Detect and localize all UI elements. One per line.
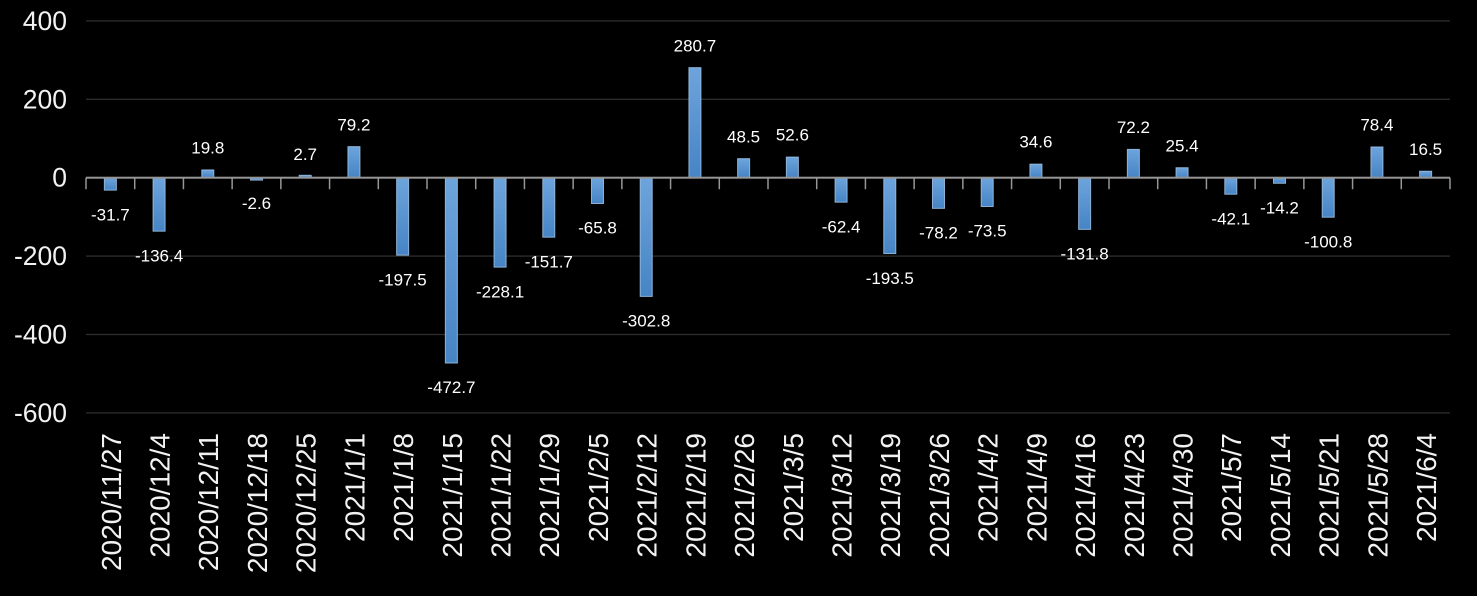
svg-text:200: 200 [23, 84, 67, 114]
svg-text:16.5: 16.5 [1409, 140, 1442, 159]
svg-text:2021/3/19: 2021/3/19 [875, 433, 906, 558]
svg-text:25.4: 25.4 [1166, 136, 1199, 155]
svg-text:-78.2: -78.2 [919, 224, 958, 243]
svg-text:2021/5/7: 2021/5/7 [1216, 433, 1247, 542]
svg-text:400: 400 [23, 6, 67, 36]
svg-text:-14.2: -14.2 [1260, 199, 1299, 218]
svg-text:2021/5/14: 2021/5/14 [1265, 433, 1296, 558]
svg-text:0: 0 [52, 163, 67, 193]
svg-text:2021/5/28: 2021/5/28 [1362, 433, 1393, 558]
svg-text:2021/3/5: 2021/3/5 [778, 433, 809, 542]
svg-text:-31.7: -31.7 [91, 205, 130, 224]
svg-text:-62.4: -62.4 [822, 217, 861, 236]
svg-text:-65.8: -65.8 [578, 219, 617, 238]
svg-text:-42.1: -42.1 [1211, 209, 1250, 228]
svg-text:2020/12/4: 2020/12/4 [145, 433, 176, 558]
svg-text:2021/1/15: 2021/1/15 [437, 433, 468, 558]
svg-text:-193.5: -193.5 [866, 269, 914, 288]
svg-text:48.5: 48.5 [727, 127, 760, 146]
svg-text:2020/12/18: 2020/12/18 [242, 433, 273, 573]
svg-text:-400: -400 [14, 320, 67, 350]
svg-text:2021/3/12: 2021/3/12 [827, 433, 858, 558]
svg-text:2021/1/29: 2021/1/29 [534, 433, 565, 558]
svg-text:-200: -200 [14, 241, 67, 271]
svg-text:-472.7: -472.7 [427, 378, 475, 397]
svg-text:-600: -600 [14, 398, 67, 428]
svg-text:-100.8: -100.8 [1304, 232, 1352, 251]
svg-text:72.2: 72.2 [1117, 118, 1150, 137]
svg-text:78.4: 78.4 [1360, 116, 1393, 135]
svg-text:2021/3/26: 2021/3/26 [924, 433, 955, 558]
svg-text:2021/4/16: 2021/4/16 [1070, 433, 1101, 558]
svg-text:2021/2/12: 2021/2/12 [632, 433, 663, 558]
svg-text:2021/4/23: 2021/4/23 [1119, 433, 1150, 558]
svg-text:-197.5: -197.5 [378, 270, 426, 289]
svg-text:2021/1/1: 2021/1/1 [339, 433, 370, 542]
svg-text:2021/4/30: 2021/4/30 [1168, 433, 1199, 558]
svg-text:19.8: 19.8 [191, 139, 224, 158]
svg-text:34.6: 34.6 [1019, 133, 1052, 152]
svg-text:-151.7: -151.7 [525, 252, 573, 271]
svg-text:2020/12/25: 2020/12/25 [291, 433, 322, 573]
svg-text:2020/11/27: 2020/11/27 [96, 433, 127, 571]
svg-text:280.7: 280.7 [674, 36, 717, 55]
svg-text:-2.6: -2.6 [242, 194, 271, 213]
svg-text:2.7: 2.7 [293, 145, 317, 164]
svg-text:2021/2/19: 2021/2/19 [680, 433, 711, 558]
svg-text:2021/4/9: 2021/4/9 [1021, 433, 1052, 542]
svg-text:2021/1/8: 2021/1/8 [388, 433, 419, 542]
svg-text:79.2: 79.2 [337, 115, 370, 134]
svg-text:52.6: 52.6 [776, 126, 809, 145]
svg-text:-228.1: -228.1 [476, 282, 524, 301]
svg-text:2020/12/11: 2020/12/11 [193, 433, 224, 571]
svg-text:2021/4/2: 2021/4/2 [973, 433, 1004, 542]
svg-text:2021/1/22: 2021/1/22 [486, 433, 517, 558]
svg-text:2021/2/5: 2021/2/5 [583, 433, 614, 542]
svg-text:2021/6/4: 2021/6/4 [1411, 433, 1442, 542]
svg-text:2021/5/21: 2021/5/21 [1314, 433, 1345, 558]
svg-text:-131.8: -131.8 [1060, 245, 1108, 264]
svg-text:-73.5: -73.5 [968, 222, 1007, 241]
svg-text:2021/2/26: 2021/2/26 [729, 433, 760, 558]
svg-text:-136.4: -136.4 [135, 246, 183, 265]
svg-text:-302.8: -302.8 [622, 312, 670, 331]
